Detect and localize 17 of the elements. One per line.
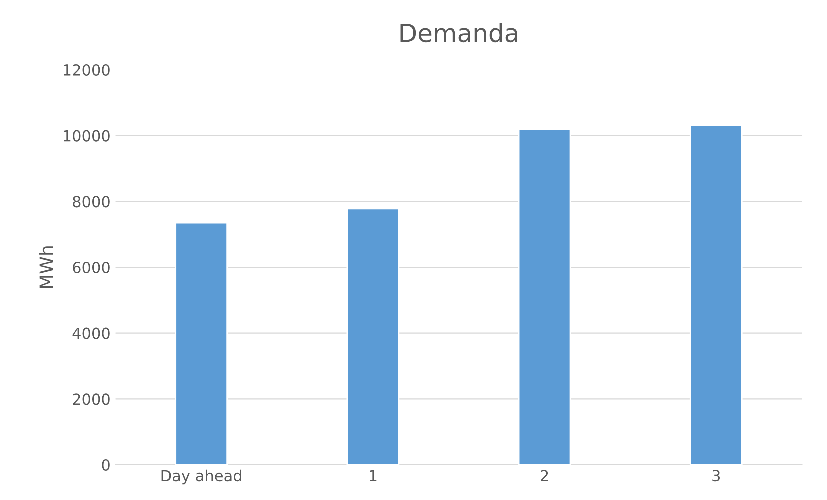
y-tick-label: 2000 — [73, 394, 110, 406]
bar — [175, 222, 228, 465]
bar — [690, 124, 743, 465]
y-tick-label: 6000 — [73, 262, 110, 274]
y-tick-label: 12000 — [64, 64, 110, 76]
bar — [518, 128, 572, 465]
bar — [346, 208, 400, 465]
y-tick-label: 10000 — [64, 130, 110, 142]
x-tick-label: 1 — [370, 470, 377, 482]
x-tick-label: 3 — [712, 470, 720, 482]
y-axis-title: MWh — [39, 246, 54, 288]
y-tick-label: 8000 — [73, 196, 110, 208]
x-tick-label: 2 — [541, 470, 548, 482]
chart-title: Demanda — [400, 23, 518, 43]
y-tick-label: 4000 — [72, 328, 110, 340]
x-tick-label: Day ahead — [162, 470, 242, 485]
y-tick-label: 0 — [102, 459, 110, 472]
